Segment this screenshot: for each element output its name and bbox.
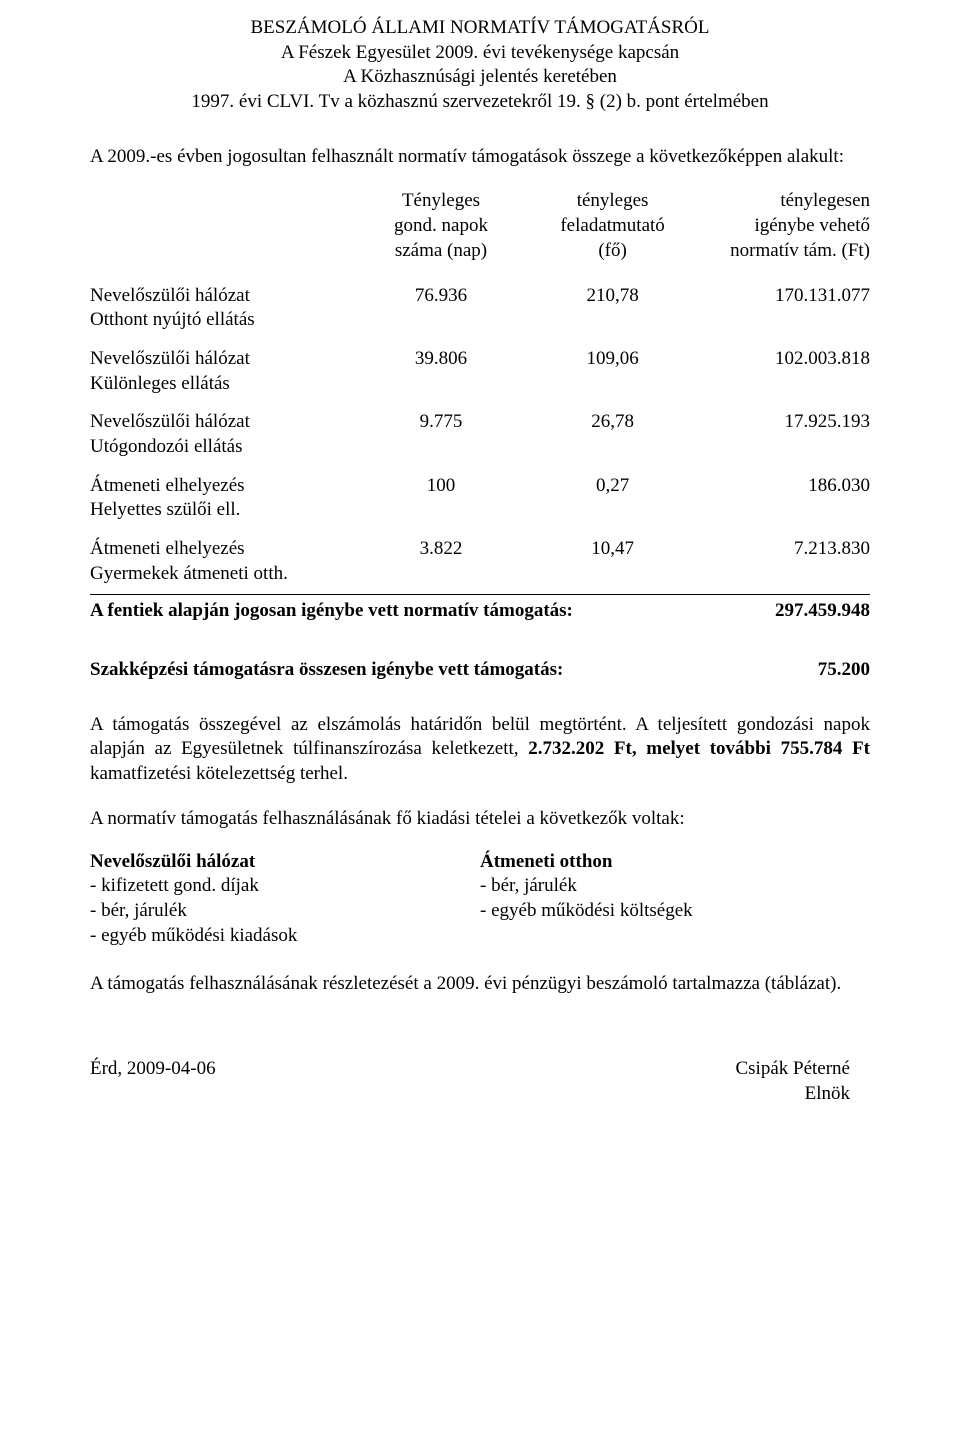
header-line-4: 1997. évi CLVI. Tv a közhasznú szervezet…: [90, 90, 870, 115]
header-line-2: A Fészek Egyesület 2009. évi tevékenység…: [90, 41, 870, 66]
szak-label: Szakképzési támogatásra összesen igénybe…: [90, 658, 563, 683]
summary-line: A fentiek alapján jogosan igénybe vett n…: [90, 594, 870, 624]
cell-indicator: 10,47: [527, 523, 699, 586]
row-sublabel: Otthont nyújtó ellátás: [90, 308, 355, 333]
cell-indicator: 210,78: [527, 270, 699, 333]
list-item: - bér, járulék: [90, 899, 480, 924]
szak-line: Szakképzési támogatásra összesen igénybe…: [90, 658, 870, 683]
header-line-1: BESZÁMOLÓ ÁLLAMI NORMATÍV TÁMOGATÁSRÓL: [90, 16, 870, 41]
cell-days: 9.775: [355, 396, 527, 459]
intro-paragraph: A 2009.-es évben jogosultan felhasznált …: [90, 145, 870, 170]
h1c: száma (nap): [395, 240, 487, 261]
cell-indicator: 109,06: [527, 333, 699, 396]
cell-indicator: 0,27: [527, 460, 699, 523]
table-row: Átmeneti elhelyezés Helyettes szülői ell…: [90, 460, 870, 523]
h1b: gond. napok: [394, 215, 488, 236]
table-header-row: Tényleges gond. napok száma (nap) tényle…: [90, 189, 870, 269]
paragraph-2: A normatív támogatás felhasználásának fő…: [90, 807, 870, 832]
right-col-title: Átmeneti otthon: [480, 850, 870, 875]
col-header-days: Tényleges gond. napok száma (nap): [355, 189, 527, 269]
left-column: Nevelőszülői hálózat - kifizetett gond. …: [90, 850, 480, 949]
row-sublabel: Gyermekek átmeneti otth.: [90, 562, 355, 587]
col-header-indicator: tényleges feladatmutató (fő): [527, 189, 699, 269]
cell-amount: 186.030: [698, 460, 870, 523]
row-sublabel: Helyettes szülői ell.: [90, 498, 355, 523]
cell-amount: 7.213.830: [698, 523, 870, 586]
h2a: tényleges: [577, 190, 649, 211]
p1-bold: 2.732.202 Ft, melyet további 755.784 Ft: [528, 738, 870, 759]
h3b: igénybe vehető: [754, 215, 870, 236]
right-column: Átmeneti otthon - bér, járulék - egyéb m…: [480, 850, 870, 949]
row-label: Nevelőszülői hálózat: [90, 348, 250, 369]
summary-label: A fentiek alapján jogosan igénybe vett n…: [90, 599, 735, 624]
list-item: - bér, járulék: [480, 874, 870, 899]
table-row: Nevelőszülői hálózat Otthont nyújtó ellá…: [90, 270, 870, 333]
summary-value: 297.459.948: [735, 599, 870, 624]
signer-name: Csipák Péterné: [735, 1057, 850, 1082]
cell-amount: 170.131.077: [698, 270, 870, 333]
left-col-title: Nevelőszülői hálózat: [90, 850, 480, 875]
footer: Érd, 2009-04-06 Csipák Péterné Elnök: [90, 1057, 870, 1106]
table-row: Nevelőszülői hálózat Különleges ellátás …: [90, 333, 870, 396]
h3c: normatív tám. (Ft): [730, 240, 870, 261]
szak-value: 75.200: [818, 658, 870, 683]
signer-title: Elnök: [735, 1082, 850, 1107]
col-header-amount: ténylegesen igénybe vehető normatív tám.…: [698, 189, 870, 269]
cell-days: 39.806: [355, 333, 527, 396]
document-header: BESZÁMOLÓ ÁLLAMI NORMATÍV TÁMOGATÁSRÓL A…: [90, 16, 870, 115]
row-sublabel: Utógondozói ellátás: [90, 435, 355, 460]
table-row: Nevelőszülői hálózat Utógondozói ellátás…: [90, 396, 870, 459]
p1-text-b: kamatfizetési kötelezettség terhel.: [90, 763, 348, 784]
cell-amount: 102.003.818: [698, 333, 870, 396]
footer-date: Érd, 2009-04-06: [90, 1057, 216, 1106]
h3a: ténylegesen: [780, 190, 870, 211]
row-label: Nevelőszülői hálózat: [90, 285, 250, 306]
cell-days: 76.936: [355, 270, 527, 333]
row-label: Átmeneti elhelyezés: [90, 475, 245, 496]
list-item: - kifizetett gond. díjak: [90, 874, 480, 899]
cell-indicator: 26,78: [527, 396, 699, 459]
h2c: (fő): [598, 240, 626, 261]
row-sublabel: Különleges ellátás: [90, 372, 355, 397]
page: BESZÁMOLÓ ÁLLAMI NORMATÍV TÁMOGATÁSRÓL A…: [0, 0, 960, 1452]
h1a: Tényleges: [402, 190, 480, 211]
row-label: Átmeneti elhelyezés: [90, 538, 245, 559]
two-column-list: Nevelőszülői hálózat - kifizetett gond. …: [90, 850, 870, 949]
cell-days: 3.822: [355, 523, 527, 586]
row-label: Nevelőszülői hálózat: [90, 411, 250, 432]
list-item: - egyéb működési kiadások: [90, 924, 480, 949]
paragraph-1: A támogatás összegével az elszámolás hat…: [90, 713, 870, 787]
paragraph-3: A támogatás felhasználásának részletezés…: [90, 972, 870, 997]
h2b: feladatmutató: [560, 215, 664, 236]
cell-days: 100: [355, 460, 527, 523]
table-row: Átmeneti elhelyezés Gyermekek átmeneti o…: [90, 523, 870, 586]
support-table: Tényleges gond. napok száma (nap) tényle…: [90, 189, 870, 586]
cell-amount: 17.925.193: [698, 396, 870, 459]
footer-signature: Csipák Péterné Elnök: [735, 1057, 870, 1106]
list-item: - egyéb működési költségek: [480, 899, 870, 924]
header-line-3: A Közhasznúsági jelentés keretében: [90, 65, 870, 90]
